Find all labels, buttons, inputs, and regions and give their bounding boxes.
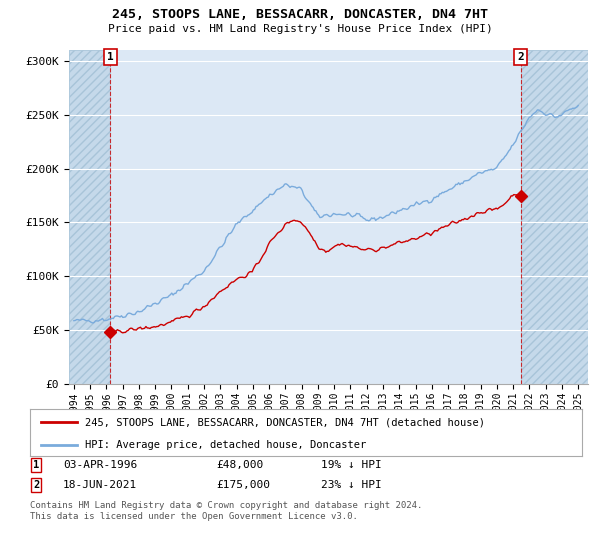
Text: 2: 2 — [33, 480, 39, 490]
Text: 18-JUN-2021: 18-JUN-2021 — [63, 480, 137, 490]
Text: £175,000: £175,000 — [216, 480, 270, 490]
Text: 23% ↓ HPI: 23% ↓ HPI — [321, 480, 382, 490]
Text: 1: 1 — [107, 52, 114, 62]
Text: Contains HM Land Registry data © Crown copyright and database right 2024.
This d: Contains HM Land Registry data © Crown c… — [30, 501, 422, 521]
Bar — [521, 50, 588, 384]
Text: 03-APR-1996: 03-APR-1996 — [63, 460, 137, 470]
Text: 245, STOOPS LANE, BESSACARR, DONCASTER, DN4 7HT: 245, STOOPS LANE, BESSACARR, DONCASTER, … — [112, 8, 488, 21]
Bar — [521, 50, 588, 384]
Text: £48,000: £48,000 — [216, 460, 263, 470]
Text: HPI: Average price, detached house, Doncaster: HPI: Average price, detached house, Donc… — [85, 440, 367, 450]
Bar — [69, 50, 110, 384]
Text: 19% ↓ HPI: 19% ↓ HPI — [321, 460, 382, 470]
Text: Price paid vs. HM Land Registry's House Price Index (HPI): Price paid vs. HM Land Registry's House … — [107, 24, 493, 34]
Bar — [69, 50, 110, 384]
Text: 245, STOOPS LANE, BESSACARR, DONCASTER, DN4 7HT (detached house): 245, STOOPS LANE, BESSACARR, DONCASTER, … — [85, 417, 485, 427]
Text: 2: 2 — [517, 52, 524, 62]
Text: 1: 1 — [33, 460, 39, 470]
